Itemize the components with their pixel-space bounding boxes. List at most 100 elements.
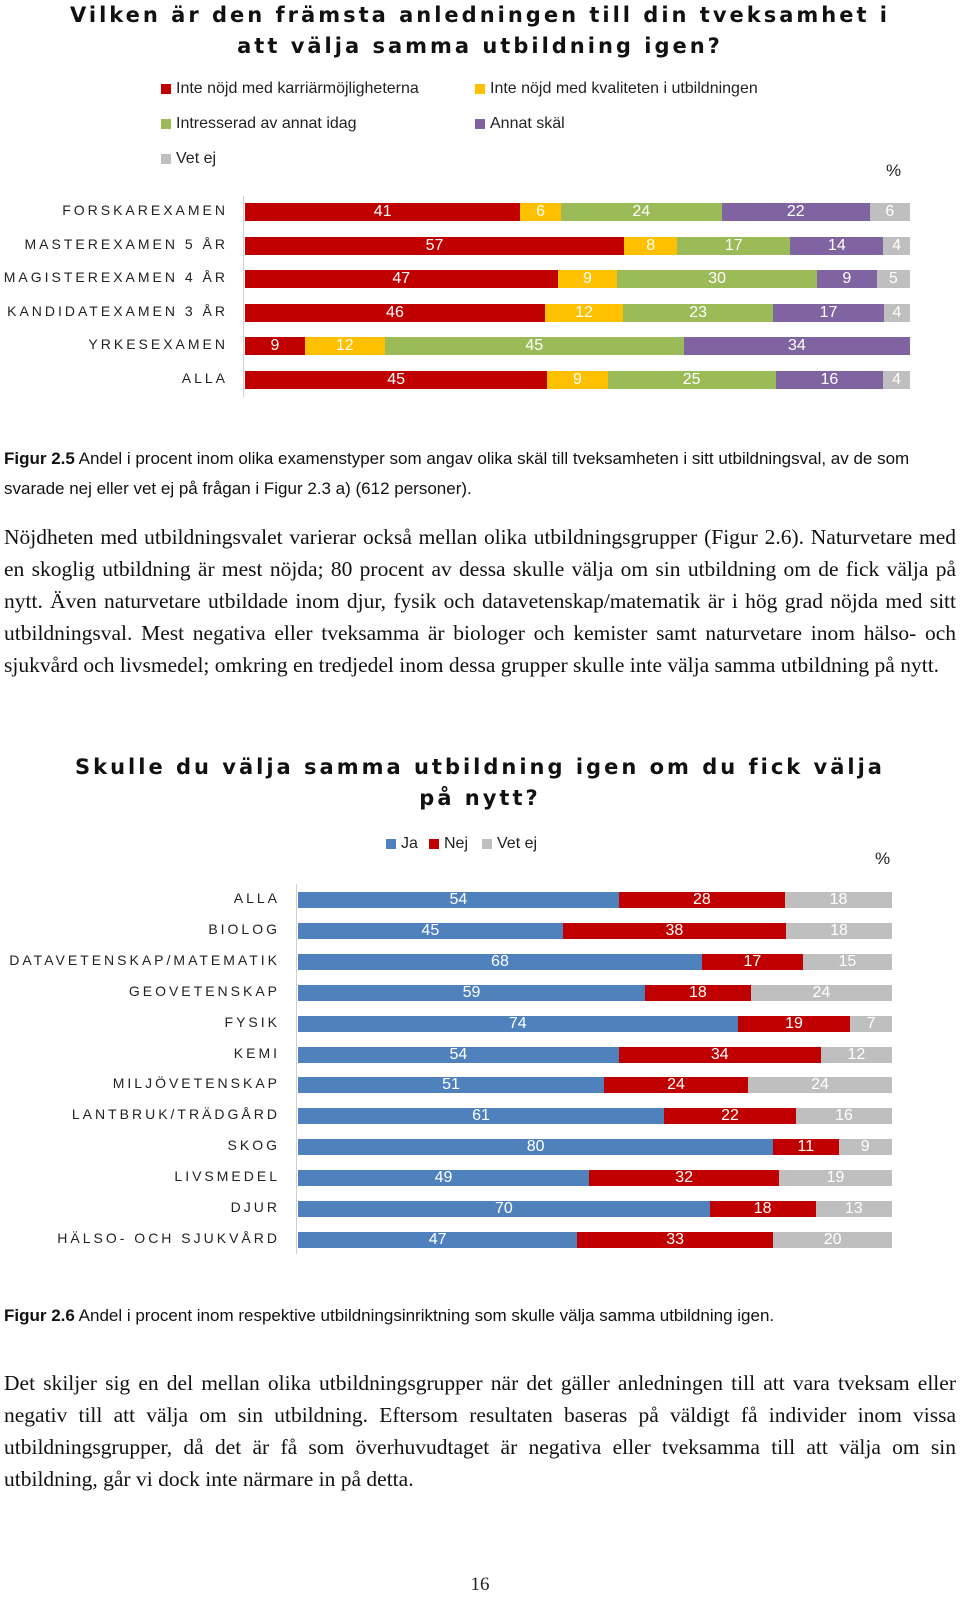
legend-swatch [386,839,396,849]
bar-segment-ja: 54 [298,892,619,908]
category-label-skog: SKOG [227,1137,280,1154]
legend-label: Vet ej [497,835,538,852]
caption-text: Andel i procent inom olika examenstyper … [4,449,910,498]
chart1-axis-line [243,196,244,398]
bar-row-lantbruk-trädgård: 61 22 16 [298,1108,892,1125]
legend-label: Intresserad av annat idag [176,115,357,132]
bar-segment-intresserad-av-annat-idag: 45 [384,337,684,356]
chart2-title: Skulle du välja samma utbildning igen om… [0,752,960,814]
bar-segment-intresserad-av-annat-idag: 23 [623,303,774,322]
chart2-legend-item: Ja [386,835,418,853]
bar-segment-vet-ej: 16 [796,1108,892,1125]
bar-row-datavetenskap-matematik: 68 17 15 [298,953,892,970]
bar-segment-nej: 28 [618,892,786,908]
bar-row-fysik: 74 19 7 [298,1015,892,1032]
bar-segment-intresserad-av-annat-idag: 30 [617,270,817,289]
category-label-magisterexamen-4-år: MAGISTEREXAMEN 4 ÅR [3,269,228,286]
bar-segment-inte-nöjd-med-kvaliteten-i-utbildningen: 12 [544,303,624,322]
category-label-alla: ALLA [233,890,280,906]
category-label-datavetenskap-matematik: DATAVETENSKAP/MATEMATIK [9,951,280,968]
chart1-legend-item: Annat skäl [475,115,565,133]
bar-row-livsmedel: 49 32 19 [298,1170,892,1187]
bar-segment-ja: 45 [298,922,563,939]
bar-segment-ja: 68 [298,953,702,970]
bar-segment-nej: 18 [644,984,751,1001]
bar-segment-inte-nöjd-med-kvaliteten-i-utbildningen: 6 [520,203,561,221]
bar-segment-ja: 59 [298,984,645,1001]
legend-swatch [482,839,492,849]
bar-segment-inte-nöjd-med-karriärmöjligheterna: 41 [245,203,521,221]
bar-row-forskarexamen: 41 6 24 22 6 [245,203,910,221]
figure-2-5-caption: Figur 2.5 Andel i procent inom olika exa… [4,444,956,504]
bar-segment-annat-skäl: 14 [790,236,884,255]
paragraph-1: Nöjdheten med utbildningsvalet varierar … [4,525,956,677]
legend-label: Nej [444,835,469,852]
legend-swatch [429,839,439,849]
bar-segment-intresserad-av-annat-idag: 24 [560,203,722,221]
legend-label: Inte nöjd med kvaliteten i utbildningen [490,80,758,97]
bar-segment-inte-nöjd-med-karriärmöjligheterna: 47 [245,270,558,289]
bar-segment-annat-skäl: 17 [773,303,884,322]
bar-segment-nej: 38 [562,922,787,939]
category-label-biolog: BIOLOG [208,920,280,937]
bar-row-skog: 80 11 9 [298,1139,892,1156]
bar-row-biolog: 45 38 18 [298,922,892,939]
legend-swatch [475,119,485,129]
bar-segment-vet-ej: 18 [785,892,892,908]
category-label-yrkesexamen: YRKESEXAMEN [88,336,228,353]
chart1-legend-item: Inte nöjd med kvaliteten i utbildningen [475,80,758,98]
chart2-unit-label: % [875,849,891,868]
bar-segment-vet-ej: 4 [883,303,910,322]
chart1-unit-label: % [886,161,902,180]
chart1-legend-item: Intresserad av annat idag [161,115,357,133]
legend-swatch [161,119,171,129]
chart2-legend-item: Nej [429,835,468,853]
bar-row-alla: 45 9 25 16 4 [245,371,910,389]
bar-segment-inte-nöjd-med-karriärmöjligheterna: 46 [245,303,545,322]
paragraph-2: Det skiljer sig en del mellan olika utbi… [4,1371,956,1491]
bar-segment-nej: 18 [709,1201,816,1217]
category-label-djur: DJUR [230,1199,280,1215]
bar-segment-vet-ej: 13 [815,1201,892,1217]
category-label-kemi: KEMI [233,1044,280,1061]
bar-segment-ja: 49 [298,1170,590,1187]
chart2-title-line2: på nytt? [419,786,541,810]
bar-segment-vet-ej: 24 [748,1077,892,1094]
chart1-legend-item: Inte nöjd med karriärmöjligheterna [161,80,419,98]
category-label-livsmedel: LIVSMEDEL [174,1168,280,1185]
caption-text: Andel i procent inom respektive utbildni… [74,1306,775,1325]
bar-segment-intresserad-av-annat-idag: 17 [677,236,791,255]
bar-segment-annat-skäl: 34 [683,337,910,356]
bar-segment-inte-nöjd-med-kvaliteten-i-utbildningen: 9 [557,270,618,289]
bar-segment-ja: 54 [298,1046,619,1063]
bar-segment-inte-nöjd-med-karriärmöjligheterna: 9 [245,337,305,356]
bar-segment-nej: 11 [773,1139,839,1156]
category-label-fysik: FYSIK [224,1013,280,1030]
chart1-legend-item: Vet ej [161,150,216,168]
bar-segment-vet-ej: 7 [850,1015,892,1032]
bar-row-kemi: 54 34 12 [298,1046,892,1063]
category-label-miljövetenskap: MILJÖVETENSKAP [112,1075,280,1092]
bar-segment-inte-nöjd-med-kvaliteten-i-utbildningen: 9 [547,371,608,389]
bar-segment-ja: 80 [298,1139,774,1156]
legend-swatch [161,84,171,94]
legend-label: Vet ej [176,150,217,167]
bar-segment-vet-ej: 5 [876,270,910,289]
bar-segment-vet-ej: 9 [838,1139,892,1156]
category-label-lantbruk-trädgård: LANTBRUK/TRÄDGÅRD [71,1106,280,1123]
category-label-geovetenskap: GEOVETENSKAP [128,982,280,999]
bar-segment-annat-skäl: 16 [775,371,884,389]
bar-segment-vet-ej: 4 [883,371,910,389]
bar-segment-vet-ej: 4 [883,236,910,255]
bar-segment-annat-skäl: 9 [816,270,877,289]
category-label-forskarexamen: FORSKAREXAMEN [62,202,228,218]
bar-segment-nej: 32 [589,1170,780,1187]
category-label-alla: ALLA [181,370,228,386]
chart1-title-line1: Vilken är den främsta anledningen till d… [69,3,891,27]
legend-label: Ja [401,835,418,852]
bar-segment-intresserad-av-annat-idag: 25 [607,371,776,389]
bar-segment-nej: 24 [604,1077,748,1094]
category-label-hälso-och-sjukvård: HÄLSO- OCH SJUKVÅRD [57,1229,280,1246]
category-label-kandidatexamen-3-år: KANDIDATEXAMEN 3 ÅR [7,302,228,319]
bar-row-alla: 54 28 18 [298,892,892,908]
